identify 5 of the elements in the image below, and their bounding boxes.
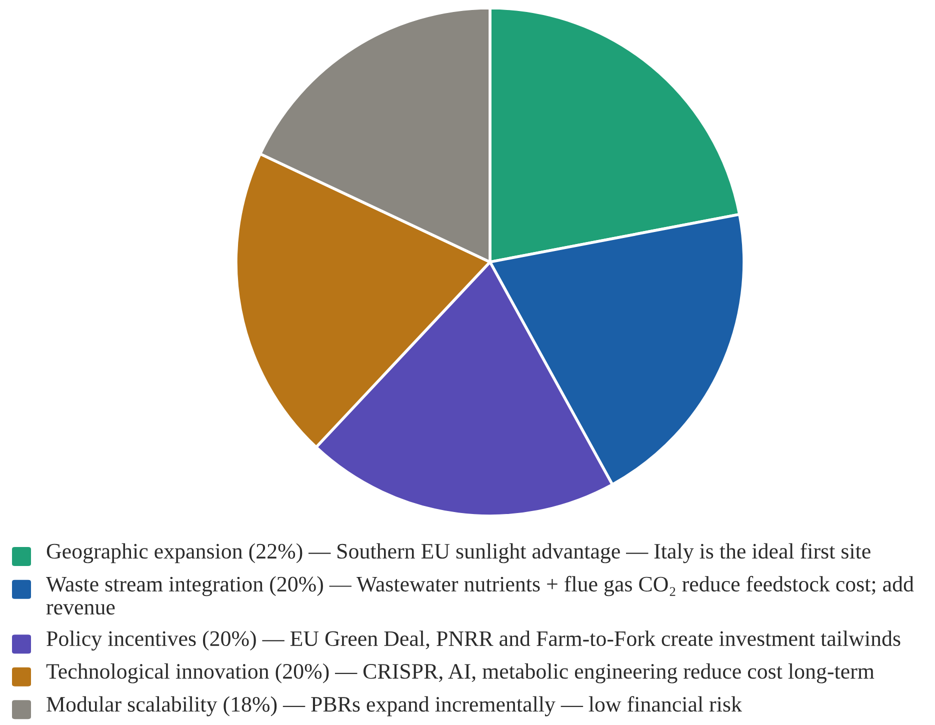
legend-label: Geographic expansion (22%) — Southern EU sunlight advantage — Italy is the ideal first site xyxy=(46,543,870,564)
legend-label: Policy incentives (20%) — EU Green Deal, PNRR and Farm-to-Fork create investment tailwinds xyxy=(46,630,900,651)
legend-label: Modular scalability (18%) — PBRs expand incrementally — low financial risk xyxy=(46,696,742,716)
legend-label: Technological innovation (20%) — CRISPR, AI, metabolic engineering reduce cost long-term xyxy=(46,663,874,684)
legend-label: Waste stream integration (20%) — Wastewater nutrients + flue gas CO₂ reduce feedstock cost; add revenue xyxy=(46,576,914,615)
